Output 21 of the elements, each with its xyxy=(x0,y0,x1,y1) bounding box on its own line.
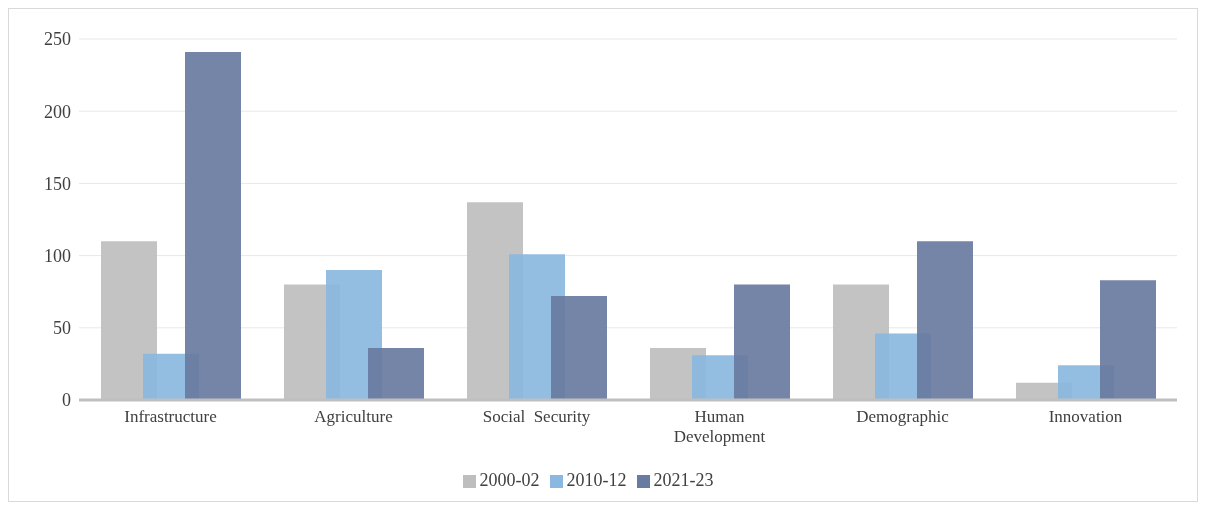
y-tick-label: 50 xyxy=(53,318,71,339)
legend-label: 2000-02 xyxy=(479,470,540,490)
y-tick-label: 150 xyxy=(44,173,71,194)
x-tick-label: Social Security xyxy=(482,407,591,426)
bar xyxy=(734,284,790,400)
x-tick-label: Agriculture xyxy=(314,407,393,426)
y-tick-label: 100 xyxy=(44,245,71,266)
bar xyxy=(368,348,424,400)
legend-label: 2010-12 xyxy=(566,470,627,490)
x-tick-label: Human Development xyxy=(673,407,766,446)
y-tick-label: 200 xyxy=(44,101,71,122)
x-tick-label: Demographic xyxy=(856,407,950,426)
y-tick-label: 0 xyxy=(62,390,71,411)
x-tick-label: Innovation xyxy=(1048,407,1123,426)
x-tick-label: Infrastructure xyxy=(124,407,217,426)
bar xyxy=(551,296,607,400)
bar xyxy=(185,52,241,400)
y-tick-label: 250 xyxy=(44,29,71,50)
bar xyxy=(1100,280,1156,400)
bar xyxy=(917,241,973,400)
legend-label: 2021-23 xyxy=(653,470,714,490)
